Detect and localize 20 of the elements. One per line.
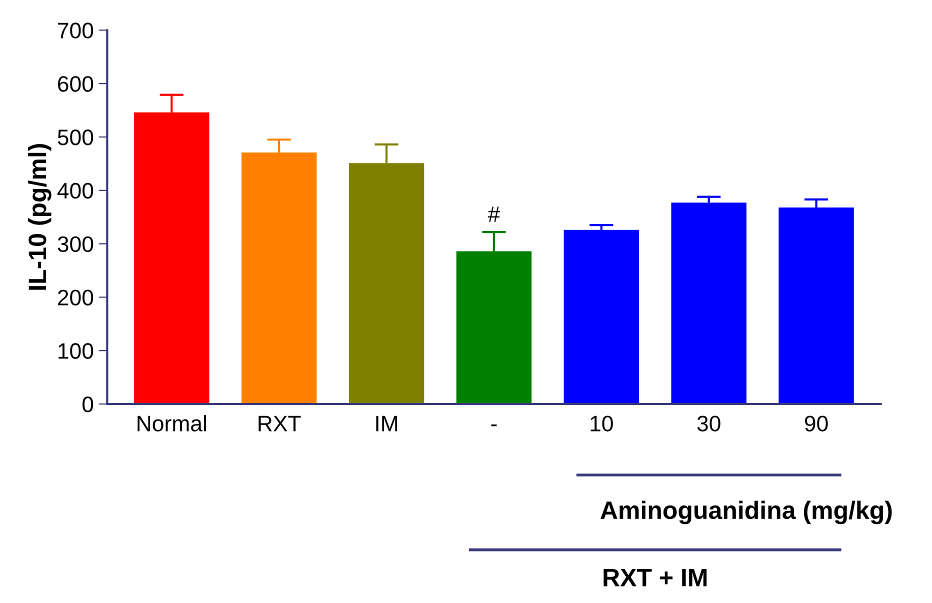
- y-tick-label: 500: [58, 130, 94, 146]
- y-tick-label: 400: [57, 182, 94, 199]
- x-tick-label: IM: [376, 416, 398, 432]
- text: Aminoguanidina (mg/kg): [600, 500, 892, 524]
- bar: [564, 230, 640, 404]
- y-tick-label: 700: [58, 22, 94, 38]
- x-tick-label: 90: [804, 416, 828, 432]
- y-tick-label: 100: [58, 343, 94, 359]
- y-tick-label: 200: [58, 290, 94, 306]
- y-axis-title: IL-10 (pg/ml): [28, 144, 52, 290]
- text: RXT + IM: [604, 568, 707, 586]
- y-tick-label: 0: [82, 396, 94, 412]
- y-tick-label: 600: [58, 76, 94, 92]
- x-tick-label: 10: [590, 416, 613, 432]
- x-tick-label: -: [491, 424, 497, 426]
- annotation: #: [488, 206, 500, 222]
- y-tick-label: 300: [58, 236, 94, 252]
- x-tick-label: RXT: [258, 416, 301, 432]
- x-tick-label: 30: [697, 416, 720, 432]
- x-tick-label: Normal: [138, 415, 206, 432]
